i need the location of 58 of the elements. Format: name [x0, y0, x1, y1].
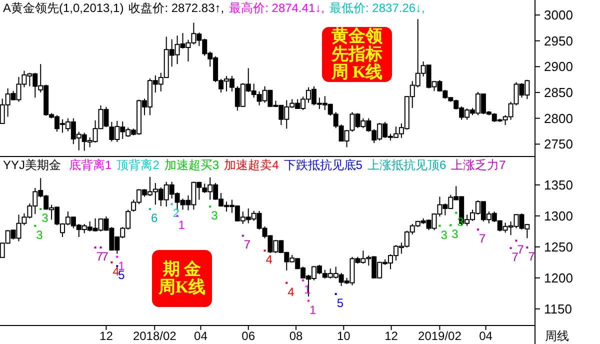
text: 加速超买3 [164, 158, 220, 172]
x-tick-label: 08 [289, 329, 303, 343]
annotation: 4 [112, 264, 120, 278]
annotation: 7 [478, 232, 486, 246]
annotation: 7 [512, 250, 519, 264]
annotation: 最高价: 2874.41↓, [229, 1, 324, 15]
annotation: 先指标 [330, 44, 382, 64]
annotation: 黄金领 [330, 26, 384, 46]
chart-title: YYJ美期金 [3, 158, 62, 172]
text: 上涨乏力7 [451, 158, 506, 172]
annotation: 3 [42, 211, 49, 226]
text: 上涨抵抗见顶6 [367, 158, 446, 172]
annotation: 7 [96, 250, 104, 264]
y-tick-label: 1350 [544, 177, 573, 192]
y-tick-label: 1300 [544, 208, 573, 224]
x-tick-label: 2018/02 [132, 329, 177, 343]
y-tick-label: 2850 [544, 85, 573, 100]
annotation: 5 [336, 296, 344, 310]
x-tick-label: 12 [100, 329, 114, 343]
x-tick-label: 04 [194, 329, 208, 343]
y-tick-label: 2800 [544, 110, 573, 126]
annotation: 1 [178, 218, 186, 232]
text: 加速超卖4 [224, 158, 280, 172]
annotation: 7 [517, 242, 524, 257]
y-tick-label: 1200 [544, 270, 573, 286]
annotation: 2 [172, 206, 180, 220]
y-tick-label: 2900 [544, 59, 573, 74]
annotation: 7 [102, 250, 109, 264]
annotation: 收盘价: 2872.83↑, [128, 1, 224, 15]
annotation: 期 金 [162, 260, 202, 278]
annotation: 周K线 [157, 278, 206, 296]
x-tick-label: 12 [384, 329, 398, 343]
annotation: 7 [244, 238, 251, 252]
x-tick-label: 2019/02 [418, 329, 462, 343]
annotation: 3 [452, 227, 459, 242]
annotation: 7 [528, 250, 536, 264]
y-tick-label: 1250 [544, 239, 573, 254]
annotation: 3 [211, 208, 218, 223]
annotation: 1 [310, 302, 317, 317]
annotation: 3 [440, 228, 448, 242]
annotation: 3 [36, 228, 44, 242]
x-tick-label: 06 [242, 329, 256, 343]
annotation: 4 [266, 252, 273, 267]
y-tick-label: 2750 [544, 136, 573, 152]
annotation: 6 [150, 211, 158, 226]
y-tick-label: 3000 [544, 8, 573, 23]
annotation: 4 [288, 284, 295, 299]
text: 下跌抵抗见底5 [284, 158, 363, 172]
text: 周线 [545, 329, 569, 343]
x-tick-label: 04 [479, 329, 493, 343]
annotation: 周 K线 [330, 62, 383, 82]
text: 底背离1 [69, 158, 112, 172]
chart-title: A黄金领先(1,0,2013,1) [3, 1, 124, 15]
y-tick-label: 2950 [544, 33, 573, 48]
x-tick-label: 10 [336, 329, 351, 343]
text: 顶背离2 [116, 158, 160, 172]
annotation: 最低价: 2837.26↓, [330, 1, 425, 15]
y-tick-label: 1150 [544, 301, 572, 316]
